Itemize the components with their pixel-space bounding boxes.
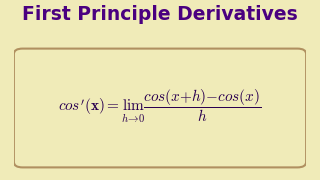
Text: First Principle Derivatives: First Principle Derivatives [22, 5, 298, 24]
Text: $\mathit{cos}'(\mathbf{x}) = \lim_{h \to 0} \dfrac{\mathit{cos}(x+h) - \mathit{c: $\mathit{cos}'(\mathbf{x}) = \lim_{h \to… [58, 88, 262, 125]
FancyBboxPatch shape [14, 49, 306, 167]
